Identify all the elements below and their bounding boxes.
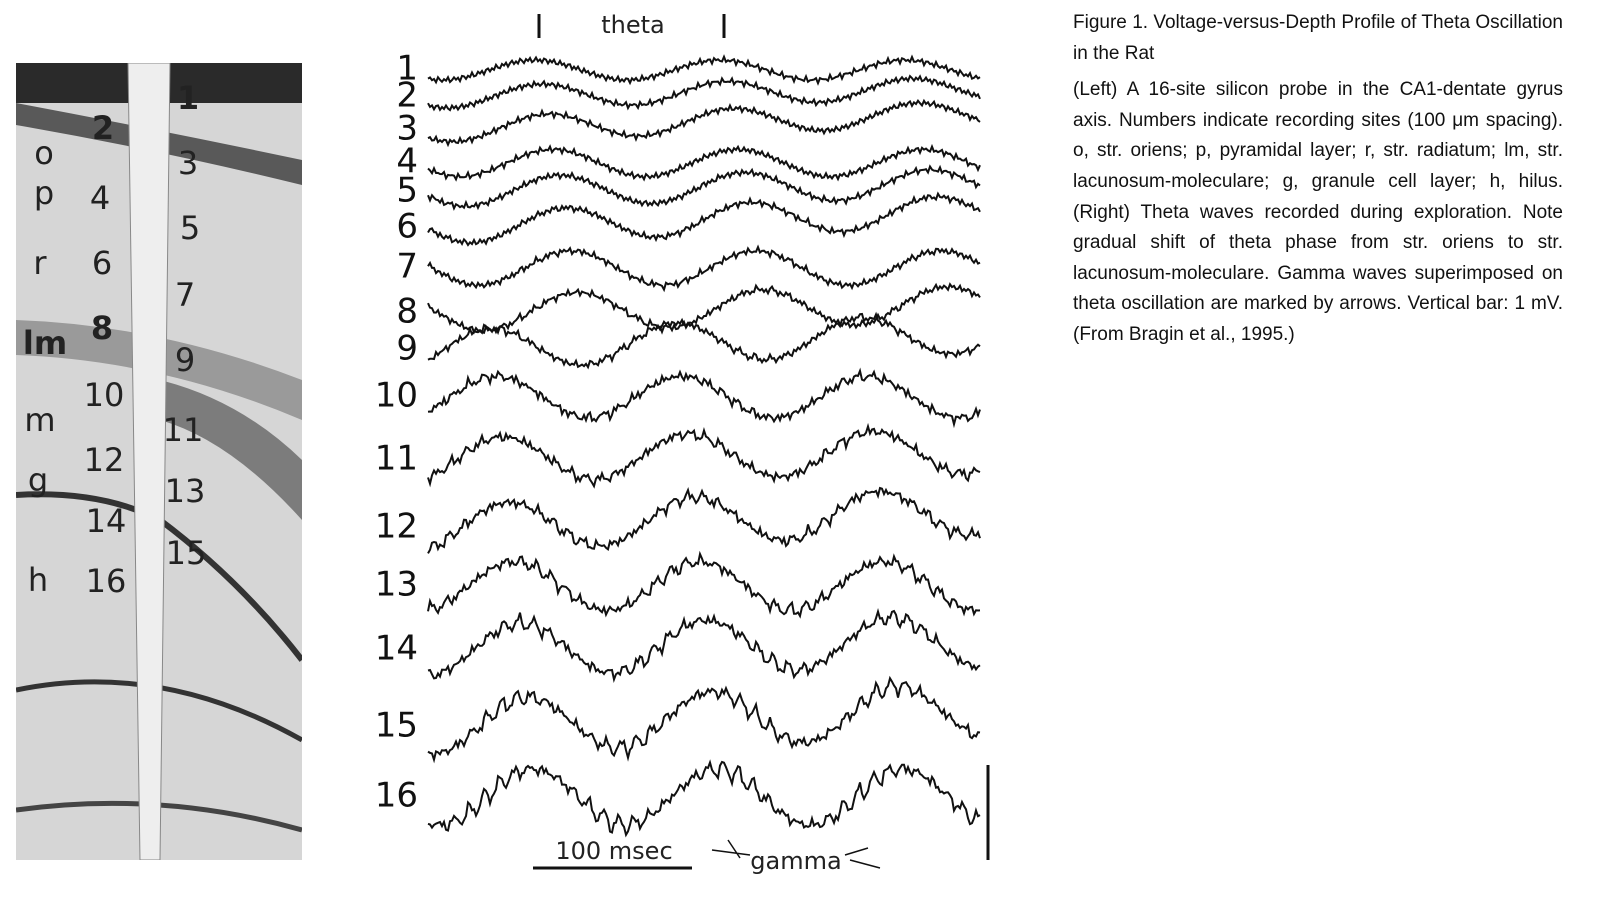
trace — [427, 486, 981, 554]
trace — [427, 608, 981, 684]
trace — [427, 191, 981, 247]
caption: Figure 1. Voltage-versus-Depth Profile o… — [1073, 8, 1563, 351]
site-label: 15 — [166, 534, 207, 572]
theta-label: theta — [601, 11, 665, 39]
site-label: 14 — [86, 502, 127, 540]
site-label: 5 — [180, 209, 200, 247]
traces — [427, 54, 981, 838]
trace-label: 12 — [375, 507, 418, 547]
caption-title: Figure 1. Voltage-versus-Depth Profile o… — [1073, 12, 1563, 64]
trace-label: 4 — [396, 142, 418, 182]
gamma-label: gamma — [750, 847, 841, 875]
trace-label: 16 — [375, 776, 418, 816]
trace — [427, 759, 981, 838]
site-label: 9 — [175, 341, 195, 379]
site-label: 8 — [91, 309, 113, 347]
trace — [427, 311, 981, 370]
trace — [427, 54, 981, 86]
trace — [427, 675, 981, 764]
trace-label: 14 — [375, 629, 418, 669]
trace-label: 3 — [396, 109, 418, 149]
trace — [427, 422, 981, 489]
layer-label: g — [28, 461, 48, 499]
granule-band — [160, 380, 302, 520]
trace-label: 15 — [375, 706, 418, 746]
trace — [427, 164, 981, 211]
trace — [427, 282, 981, 336]
trace-label: 7 — [396, 247, 418, 287]
site-label: 6 — [92, 244, 112, 282]
trace — [427, 367, 981, 429]
probe-image — [16, 63, 302, 860]
layer-label: h — [28, 561, 48, 599]
layer-label: r — [33, 244, 47, 282]
trace-label: 8 — [396, 292, 418, 332]
site-label: 13 — [165, 472, 206, 510]
trace — [427, 143, 981, 182]
trace-label: 6 — [396, 207, 418, 247]
site-label: 11 — [163, 411, 204, 449]
trace-label: 1 — [396, 49, 418, 89]
trace-label: 9 — [396, 329, 418, 369]
layer-label: p — [34, 174, 54, 212]
site-label: 4 — [90, 179, 110, 217]
caption-body: (Left) A 16-site silicon probe in the CA… — [1073, 79, 1563, 345]
probe-shank — [127, 63, 171, 860]
layer-label: lm — [23, 324, 67, 362]
trace — [427, 74, 981, 112]
trace-label: 2 — [396, 76, 418, 116]
site-label: 1 — [177, 79, 199, 117]
trace-label: 5 — [396, 171, 418, 211]
gamma-arrows — [711, 839, 881, 869]
site-label: 3 — [178, 144, 198, 182]
trace — [427, 550, 981, 619]
layer-label: o — [34, 134, 54, 172]
time-scale-label: 100 msec — [555, 837, 672, 865]
trace-label: 11 — [375, 439, 418, 479]
layer-label: m — [24, 401, 55, 439]
site-label: 10 — [84, 376, 125, 414]
trace — [427, 244, 981, 293]
site-label: 2 — [92, 109, 114, 147]
site-label: 12 — [84, 441, 125, 479]
site-label: 16 — [86, 562, 127, 600]
trace — [427, 98, 981, 148]
trace-label: 13 — [375, 565, 418, 605]
trace-label: 10 — [375, 376, 418, 416]
site-label: 7 — [175, 276, 195, 314]
